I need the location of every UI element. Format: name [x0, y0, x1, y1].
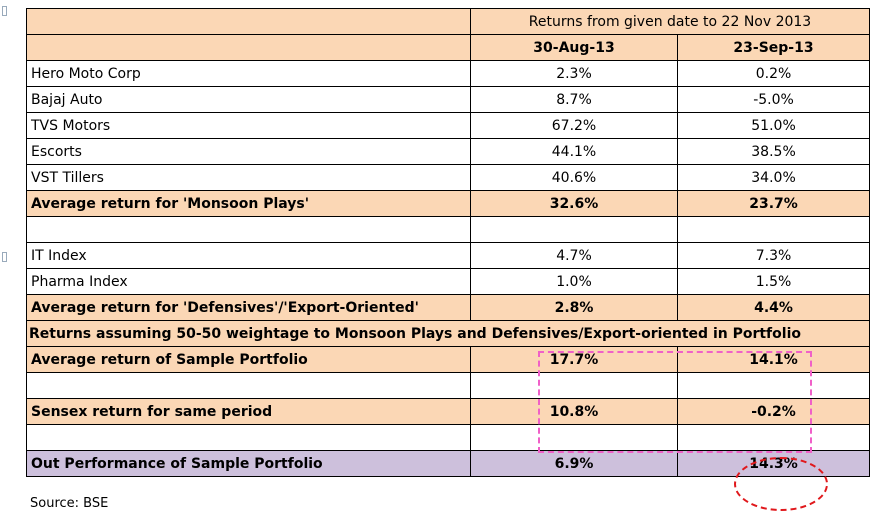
- row-value-col1: 40.6%: [470, 164, 678, 191]
- row-value-col2: -0.2%: [676, 398, 871, 425]
- spacer-cell: [470, 216, 678, 243]
- row-value-col2: 51.0%: [676, 112, 871, 139]
- source-note: Source: BSE: [30, 496, 109, 511]
- row-label: IT Index: [26, 242, 471, 269]
- spacer-cell: [676, 372, 871, 399]
- table-row: Bajaj Auto 8.7% -5.0%: [26, 86, 871, 113]
- spacer-row: [26, 372, 871, 399]
- row-label: TVS Motors: [26, 112, 471, 139]
- table-row: VST Tillers 40.6% 34.0%: [26, 164, 871, 191]
- spacer-cell: [26, 424, 471, 451]
- margin-marker: [2, 6, 7, 16]
- row-label: Bajaj Auto: [26, 86, 471, 113]
- row-label: Sensex return for same period: [26, 398, 471, 425]
- outperformance-row: Out Performance of Sample Portfolio 6.9%…: [26, 450, 871, 477]
- row-label: Average return for 'Monsoon Plays': [26, 190, 471, 217]
- row-label: Escorts: [26, 138, 471, 165]
- row-value-col1: 6.9%: [470, 450, 678, 477]
- returns-table: Returns from given date to 22 Nov 2013 3…: [25, 8, 871, 477]
- row-value-col1: 8.7%: [470, 86, 678, 113]
- row-value-col2: 23.7%: [676, 190, 871, 217]
- row-value-col1: 4.7%: [470, 242, 678, 269]
- sensex-row: Sensex return for same period 10.8% -0.2…: [26, 398, 871, 425]
- row-label: Average return for 'Defensives'/'Export-…: [26, 294, 471, 321]
- row-value-col2: 7.3%: [676, 242, 871, 269]
- header-row-title: Returns from given date to 22 Nov 2013: [26, 8, 871, 35]
- spacer-cell: [470, 424, 678, 451]
- assumption-row: Returns assuming 50-50 weightage to Mons…: [25, 320, 871, 347]
- row-value-col2: 0.2%: [676, 60, 871, 87]
- row-value-col1: 44.1%: [470, 138, 678, 165]
- row-value-col1: 2.8%: [470, 294, 678, 321]
- spacer-cell: [26, 372, 471, 399]
- header-blank-cell: [26, 8, 471, 35]
- spacer-cell: [676, 424, 871, 451]
- row-value-col2: 14.3%: [676, 450, 871, 477]
- row-label: Hero Moto Corp: [26, 60, 471, 87]
- defensive-average-row: Average return for 'Defensives'/'Export-…: [26, 294, 871, 321]
- row-value-col1: 17.7%: [470, 346, 678, 373]
- header-row-dates: 30-Aug-13 23-Sep-13: [26, 34, 871, 61]
- spacer-cell: [26, 216, 471, 243]
- row-value-col1: 67.2%: [470, 112, 678, 139]
- row-value-col1: 2.3%: [470, 60, 678, 87]
- table-row: Escorts 44.1% 38.5%: [26, 138, 871, 165]
- row-label: Average return of Sample Portfolio: [26, 346, 471, 373]
- table-row: TVS Motors 67.2% 51.0%: [26, 112, 871, 139]
- table-row: Pharma Index 1.0% 1.5%: [26, 268, 871, 295]
- row-value-col2: -5.0%: [676, 86, 871, 113]
- portfolio-row: Average return of Sample Portfolio 17.7%…: [26, 346, 871, 373]
- row-value-col2: 34.0%: [676, 164, 871, 191]
- spacer-row: [26, 424, 871, 451]
- header-title: Returns from given date to 22 Nov 2013: [469, 8, 871, 35]
- spacer-cell: [676, 216, 871, 243]
- row-value-col2: 1.5%: [676, 268, 871, 295]
- table-row: Hero Moto Corp 2.3% 0.2%: [26, 60, 871, 87]
- row-value-col1: 1.0%: [470, 268, 678, 295]
- row-label: Pharma Index: [26, 268, 471, 295]
- header-blank-cell: [26, 34, 471, 61]
- row-value-col1: 32.6%: [470, 190, 678, 217]
- assumption-text: Returns assuming 50-50 weightage to Mons…: [25, 320, 871, 347]
- spacer-cell: [470, 372, 678, 399]
- spacer-row: [26, 216, 871, 243]
- row-value-col2: 14.1%: [676, 346, 871, 373]
- monsoon-average-row: Average return for 'Monsoon Plays' 32.6%…: [26, 190, 871, 217]
- row-label: Out Performance of Sample Portfolio: [26, 450, 471, 477]
- table-row: IT Index 4.7% 7.3%: [26, 242, 871, 269]
- header-col1: 30-Aug-13: [470, 34, 678, 61]
- margin-marker: [2, 252, 7, 262]
- row-value-col2: 4.4%: [676, 294, 871, 321]
- row-value-col1: 10.8%: [470, 398, 678, 425]
- row-value-col2: 38.5%: [676, 138, 871, 165]
- row-label: VST Tillers: [26, 164, 471, 191]
- header-col2: 23-Sep-13: [676, 34, 871, 61]
